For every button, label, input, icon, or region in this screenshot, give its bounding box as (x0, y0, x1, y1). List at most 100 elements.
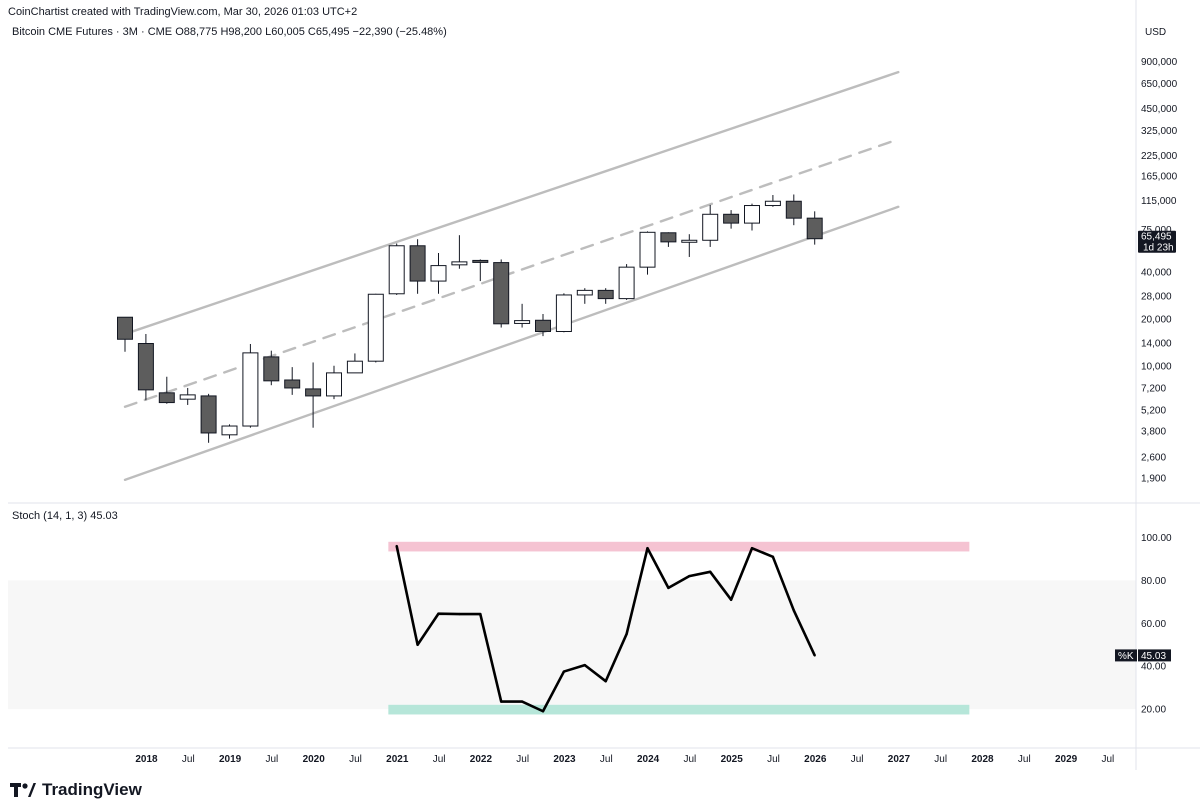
price-axis-tick-label: 75,000 (1141, 225, 1172, 236)
price-axis-tick-label: 650,000 (1141, 79, 1178, 90)
tradingview-logo-text: TradingView (42, 780, 142, 799)
candle-body-bull (639, 231, 656, 268)
stoch-axis[interactable]: 20.00 40.00 60.00 80.00 100.00 (1141, 533, 1172, 716)
price-axis-tick-label: 28,000 (1141, 292, 1172, 303)
candle (284, 367, 301, 395)
chart-attribution: CoinChartist created with TradingView.co… (8, 6, 358, 18)
candle (430, 253, 447, 294)
candle (137, 333, 154, 401)
candle (263, 350, 280, 386)
candle-body-bull (451, 261, 468, 266)
candle-body-bear (200, 395, 217, 434)
candle-body-bear (472, 259, 489, 263)
candle (618, 264, 635, 300)
candle-body-bear (263, 356, 280, 382)
price-axis-tick-label: 2,600 (1141, 452, 1166, 463)
candle-body-bull (618, 266, 635, 300)
candle-body-bear (284, 379, 301, 389)
last-price-badge-countdown: 1d 23h (1143, 243, 1174, 254)
last-price-badge (1138, 230, 1176, 253)
stoch-k-point (500, 700, 503, 703)
time-axis-tick-label: 2018 (135, 754, 158, 765)
candle (723, 210, 740, 229)
candle-body-bull (242, 352, 259, 427)
candle-body-bull (430, 265, 447, 282)
candle (346, 353, 363, 374)
time-axis-tick-label: Jul (266, 754, 279, 765)
time-axis-tick-label: 2025 (721, 754, 744, 765)
candle (681, 234, 698, 257)
time-axis-tick-label: Jul (767, 754, 780, 765)
stoch-k-point (667, 586, 670, 590)
candle-body-bull (179, 394, 196, 400)
candle (514, 303, 531, 328)
last-price-badge-value: 65,495 (1141, 232, 1172, 243)
time-axis-tick-label: Jul (182, 754, 195, 765)
candle (179, 387, 196, 405)
candle-body-bull (326, 372, 342, 397)
stoch-k-label-badge (1115, 649, 1137, 662)
candle-body-bull (555, 294, 572, 332)
time-axis-tick-label: 2026 (804, 754, 827, 765)
candle (493, 259, 510, 328)
candle-body-bull (764, 200, 781, 207)
stoch-pane (388, 541, 970, 715)
time-axis-tick-label: Jul (684, 754, 697, 765)
stoch-k-point (395, 544, 398, 548)
stoch-axis-tick-label: 40.00 (1141, 662, 1166, 673)
time-axis-tick-label: 2022 (470, 754, 493, 765)
candle-body-bear (535, 319, 551, 332)
stoch-k-point (792, 609, 795, 612)
candle (326, 365, 342, 400)
candle-body-bull (221, 425, 238, 436)
candle-body-bull (388, 245, 405, 295)
price-axis-tick-label: 165,000 (1141, 172, 1178, 183)
candle-body-bull (367, 293, 384, 362)
stoch-legend[interactable]: Stoch (14, 1, 3) 45.03 (12, 510, 118, 522)
candles (117, 194, 823, 443)
time-axis[interactable]: 2018 Jul 2019 Jul 2020 Jul 2021 Jul 2022 Jul 2023 J… (135, 754, 1114, 765)
time-axis-tick-label: Jul (851, 754, 864, 765)
stoch-k-point (416, 643, 419, 646)
candle (117, 316, 133, 352)
stoch-k-point (688, 574, 691, 578)
price-axis-tick-label: 5,200 (1141, 405, 1166, 416)
price-axis-tick-label: 10,000 (1141, 361, 1172, 372)
time-axis-tick-label: Jul (516, 754, 529, 765)
candle-body-bear (305, 388, 322, 397)
candle (660, 232, 677, 247)
time-axis-tick-label: Jul (433, 754, 446, 765)
price-axis-tick-label: 900,000 (1141, 57, 1178, 68)
candle-body-bear (723, 213, 740, 224)
candle-body-bear (137, 342, 154, 391)
candle-body-bear (493, 262, 510, 325)
candle-body-bear (117, 316, 133, 340)
candle (451, 235, 468, 269)
candle (639, 231, 656, 275)
candle (702, 204, 719, 247)
price-axis-tick-label: 14,000 (1141, 339, 1172, 350)
stoch-k-point (813, 654, 816, 657)
overbought-zone (388, 541, 970, 552)
stoch-k-point (771, 555, 775, 559)
time-axis-tick-label: 2023 (553, 754, 576, 765)
price-axis-tick-label: 20,000 (1141, 314, 1172, 325)
candle (305, 362, 322, 428)
stoch-k-point (709, 570, 712, 574)
price-axis[interactable]: USD 1,900 2,600 3,800 5,200 7,200 10,000 14,000… (1141, 27, 1178, 485)
price-axis-tick-label: 225,000 (1141, 151, 1178, 162)
stoch-k-point (541, 710, 545, 713)
price-axis-tick-label: 450,000 (1141, 104, 1178, 115)
candle-body-bull (346, 360, 363, 374)
tradingview-logo[interactable]: TradingView (10, 780, 142, 800)
time-axis-tick-label: 2019 (219, 754, 242, 765)
time-axis-tick-label: 2024 (637, 754, 660, 765)
candle (535, 314, 551, 337)
candle (597, 288, 614, 304)
candle (409, 239, 426, 294)
time-axis-tick-label: 2021 (386, 754, 409, 765)
main-series-legend[interactable]: Bitcoin CME Futures · 3M · CME O88,775 H… (12, 26, 447, 38)
stoch-k-point (729, 598, 733, 601)
